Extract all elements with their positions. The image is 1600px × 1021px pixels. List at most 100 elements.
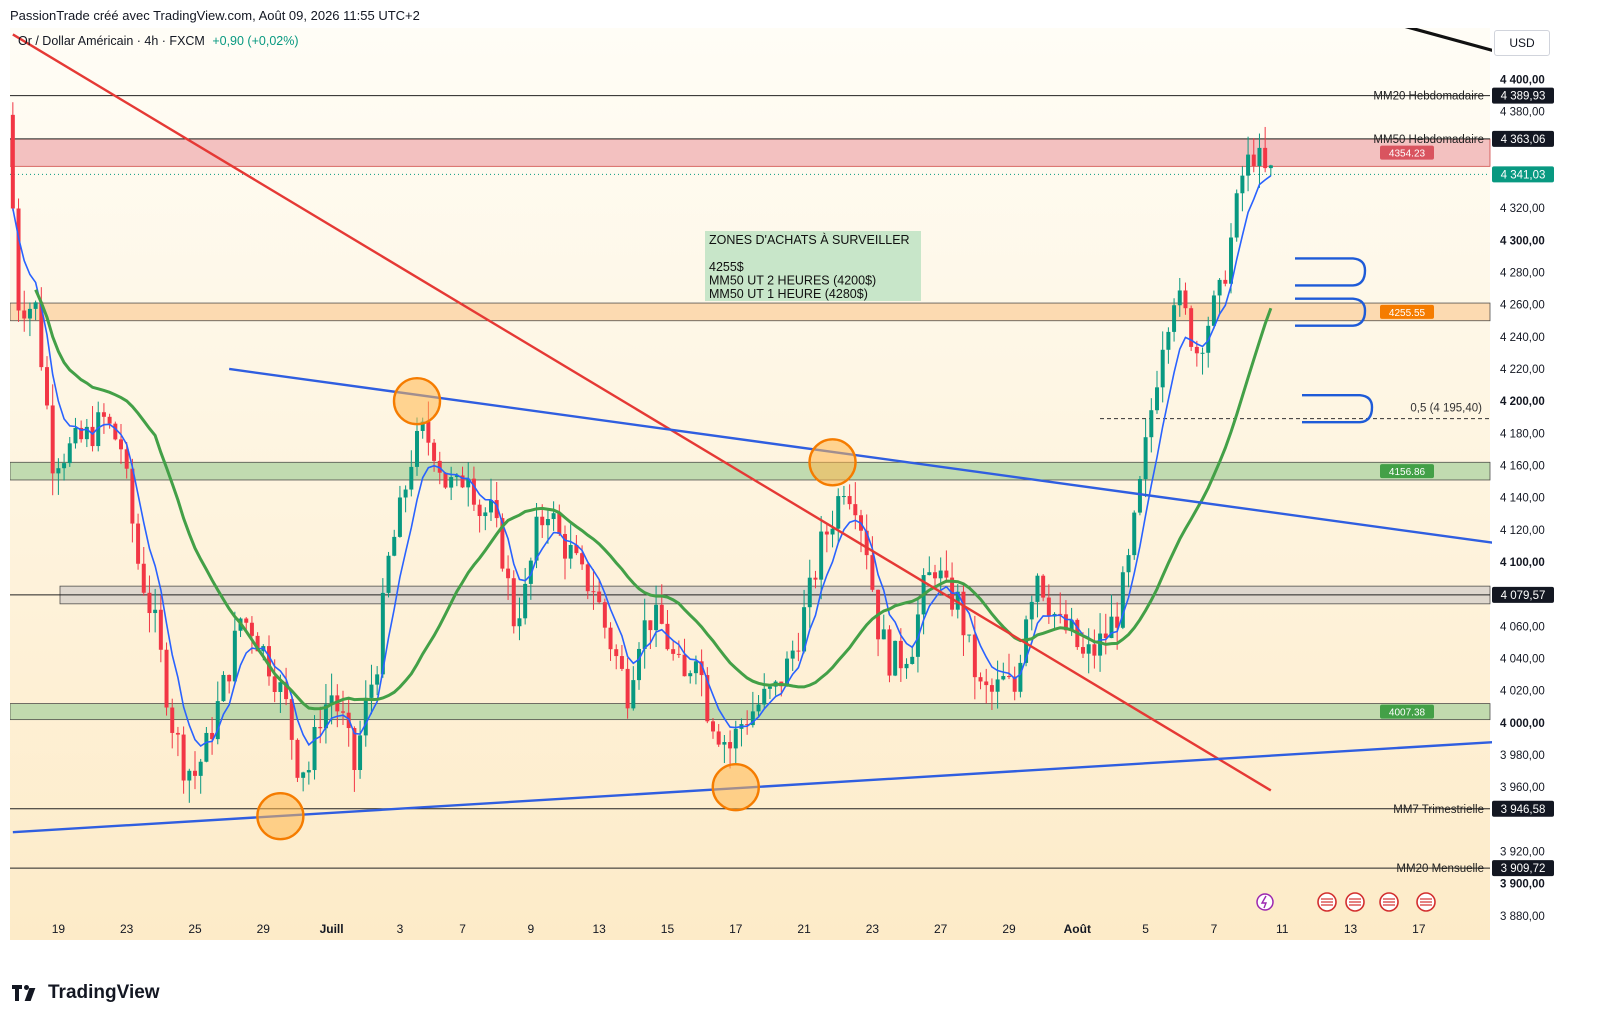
candle: [557, 513, 562, 534]
candle: [961, 591, 966, 636]
candle: [1211, 295, 1216, 326]
candle: [483, 512, 488, 517]
tradingview-logo-icon: [12, 985, 40, 1001]
candle: [204, 732, 209, 762]
candle: [1069, 619, 1074, 631]
candle: [1029, 601, 1034, 620]
candle: [705, 675, 710, 722]
candle: [432, 442, 437, 461]
candle: [847, 496, 852, 505]
zone-price-tag: 4007.38: [1389, 708, 1426, 719]
candle: [637, 648, 641, 681]
price-tick: 4 300,00: [1500, 235, 1545, 247]
price-tick: 4 000,00: [1500, 718, 1545, 730]
candle: [836, 496, 841, 529]
candle: [437, 460, 442, 473]
time-tick: 3: [397, 922, 404, 936]
candle: [910, 656, 915, 664]
candle: [27, 308, 32, 319]
price-tick: 4 220,00: [1500, 364, 1545, 376]
candle: [659, 604, 664, 624]
candle: [193, 770, 197, 776]
candle: [585, 564, 590, 592]
candle: [870, 555, 875, 590]
time-tick: 29: [257, 922, 271, 936]
candle: [568, 544, 573, 559]
candle: [477, 504, 482, 517]
candle: [170, 707, 175, 733]
price-tick: 4 200,00: [1500, 396, 1545, 408]
candle: [375, 674, 380, 685]
level-name: MM7 Trimestrielle: [1393, 804, 1484, 816]
candle: [904, 663, 909, 669]
price-tick: 3 960,00: [1500, 782, 1545, 794]
price-tick: 3 900,00: [1500, 879, 1545, 891]
lightning-icon: [1256, 893, 1274, 911]
candle: [551, 513, 556, 520]
time-tick: 5: [1142, 922, 1149, 936]
candle: [802, 607, 807, 652]
candle: [107, 416, 112, 424]
candle: [1063, 614, 1068, 631]
candle: [301, 772, 306, 778]
candle: [221, 674, 226, 702]
candle: [1200, 352, 1205, 354]
candle: [927, 572, 932, 576]
candle: [1041, 575, 1046, 598]
candle: [147, 592, 152, 614]
level-price-tag: [1492, 586, 1554, 603]
symbol-info[interactable]: Or / Dollar Américain · 4h · FXCM +0,90 …: [18, 34, 299, 48]
candle: [1007, 676, 1011, 678]
candle: [1137, 479, 1142, 513]
candle: [1092, 644, 1097, 656]
candle: [158, 609, 163, 650]
time-tick: 23: [866, 922, 880, 936]
candle: [574, 544, 579, 554]
candle: [1046, 597, 1051, 617]
zone-price-tag: 4255.55: [1389, 308, 1426, 319]
price-chart[interactable]: 4354.23 4255.55 4156.86 4007.38 MM20 Hebdom…: [10, 28, 1590, 968]
candle: [415, 430, 419, 467]
candle: [933, 572, 937, 579]
candle: [1166, 331, 1171, 350]
annotation-box: [705, 231, 921, 301]
price-tick: 3 880,00: [1500, 911, 1545, 923]
price-tick: 4 320,00: [1500, 203, 1545, 215]
candle: [79, 427, 84, 440]
candle: [306, 770, 311, 773]
time-tick: 9: [528, 922, 535, 936]
candle: [244, 618, 249, 623]
candle: [1035, 575, 1040, 602]
candle: [460, 475, 465, 488]
candle: [955, 591, 960, 610]
chart-svg[interactable]: 4354.23 4255.55 4156.86 4007.38 MM20 Hebdom…: [10, 28, 1590, 968]
candle: [227, 674, 232, 682]
candle: [978, 677, 983, 682]
candle: [989, 685, 994, 692]
candle: [136, 523, 141, 564]
candle: [693, 661, 698, 674]
candle: [22, 310, 27, 319]
time-tick: 27: [934, 922, 948, 936]
time-tick: 23: [120, 922, 134, 936]
candle: [90, 426, 95, 447]
currency-selector[interactable]: USD: [1494, 30, 1550, 56]
fib-label: 0,5 (4 195,40): [1410, 403, 1482, 415]
candle: [1177, 290, 1182, 306]
level-price-tag: [1492, 130, 1554, 147]
ma-slow-line: [34, 289, 1273, 711]
zone-price-tag: 4156.86: [1389, 467, 1426, 478]
candle: [84, 426, 89, 440]
time-tick: 7: [459, 922, 466, 936]
candle: [722, 742, 727, 745]
level-price-label: 4 079,57: [1501, 590, 1546, 602]
candle: [625, 668, 630, 709]
candle: [699, 661, 704, 676]
candle: [1217, 279, 1222, 296]
time-tick: 7: [1211, 922, 1218, 936]
highlight-circle: [392, 376, 442, 426]
candle: [745, 724, 750, 726]
price-tick: 4 160,00: [1500, 461, 1545, 473]
tradingview-logo[interactable]: TradingView: [12, 982, 160, 1004]
candle: [785, 658, 789, 687]
